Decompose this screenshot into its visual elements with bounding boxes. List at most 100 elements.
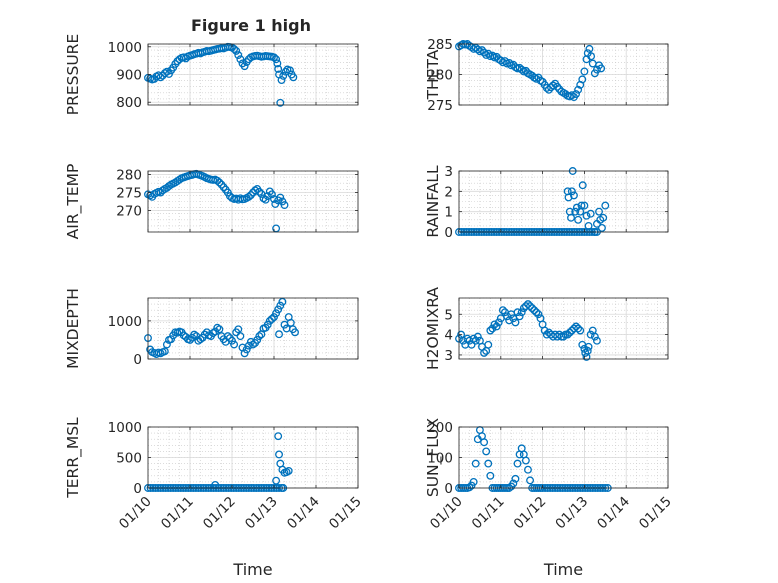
data-point (567, 213, 575, 222)
data-point (592, 336, 601, 345)
data-point (272, 309, 281, 318)
data-point (570, 191, 578, 200)
data-point (480, 438, 489, 447)
data-point (572, 90, 580, 98)
y-tick-label: 200 (427, 420, 453, 436)
data-point (284, 466, 293, 475)
data-point (526, 476, 535, 485)
y-tick-label: 4 (444, 328, 453, 344)
data-point (576, 326, 585, 335)
data-point (190, 330, 199, 339)
data-point (272, 476, 281, 485)
data-point (240, 349, 249, 358)
data-point (549, 81, 557, 90)
y-tick-label: 270 (116, 203, 142, 219)
data-point (530, 306, 539, 315)
data-point (465, 483, 474, 492)
data-point (498, 306, 507, 315)
data-point (213, 176, 222, 185)
data-point (559, 332, 568, 341)
data-point (488, 324, 497, 333)
y-tick-label: 900 (116, 68, 142, 84)
data-point (517, 308, 526, 317)
data-point (160, 347, 169, 356)
data-point (255, 332, 264, 341)
data-point (162, 340, 171, 349)
y-tick-label: 1 (444, 205, 453, 221)
data-point (587, 52, 596, 61)
y-tick-label: 3 (444, 164, 453, 180)
x-axis-label: Time (232, 560, 272, 579)
y-tick-label: 3 (444, 348, 453, 364)
y-tick-label: 800 (116, 95, 142, 111)
y-tick-label: 1000 (108, 40, 142, 56)
data-point (509, 479, 518, 488)
data-point (598, 223, 606, 232)
data-point (534, 310, 543, 319)
data-point (584, 342, 593, 351)
y-axis-label: SUN_FLUX (424, 417, 443, 497)
y-tick-label: 285 (427, 37, 453, 53)
data-point (572, 322, 580, 331)
data-point (255, 187, 264, 196)
data-point (277, 76, 286, 84)
data-point (511, 474, 520, 483)
y-tick-label: 280 (427, 68, 453, 84)
y-tick-label: 275 (116, 186, 142, 202)
data-point (601, 201, 610, 210)
data-point (263, 320, 272, 329)
data-point (524, 465, 532, 474)
x-tick-label: 01/11 (469, 494, 508, 533)
data-point (278, 297, 287, 306)
data-point (565, 328, 574, 337)
data-point (215, 325, 224, 334)
x-tick-label: 01/10 (116, 494, 155, 533)
data-point (274, 305, 283, 314)
data-point (578, 181, 587, 190)
y-tick-label: 275 (427, 98, 453, 114)
data-point (473, 45, 482, 54)
data-point (167, 335, 176, 344)
data-point (276, 193, 285, 202)
data-point (574, 85, 583, 94)
data-point (563, 330, 572, 339)
axes-box (147, 170, 359, 233)
data-point (240, 62, 249, 71)
data-point (484, 459, 493, 468)
axes-box (458, 297, 669, 360)
data-point (513, 308, 522, 317)
data-point (488, 51, 497, 60)
x-tick-label: 01/15 (636, 494, 675, 533)
data-point (567, 187, 576, 196)
data-point (501, 57, 509, 66)
x-tick-label: 01/13 (242, 494, 281, 533)
y-axis-label: THETA (424, 49, 442, 100)
y-axis-label: AIR_TEMP (64, 164, 83, 240)
data-point (236, 332, 245, 341)
data-point (490, 320, 499, 329)
data-point (592, 65, 601, 74)
data-point (526, 302, 535, 311)
data-point (574, 215, 583, 224)
data-point (486, 471, 495, 480)
y-tick-label: 1000 (108, 420, 142, 436)
data-point (580, 67, 589, 76)
data-point (473, 332, 482, 341)
x-tick-label: 01/13 (552, 494, 591, 533)
y-tick-label: 500 (116, 451, 142, 467)
x-tick-label: 01/15 (326, 494, 365, 533)
data-point (528, 304, 537, 313)
panel-mixdepth: 0 1000 MIXDEPTH (64, 288, 359, 369)
y-tick-label: 1000 (108, 314, 142, 330)
y-tick-label: 100 (427, 451, 453, 467)
y-axis-label: RAINFALL (424, 165, 442, 238)
y-tick-label: 0 (133, 352, 142, 368)
data-point (186, 335, 194, 344)
data-point (291, 328, 299, 337)
data-point (253, 335, 262, 344)
data-point (580, 201, 589, 210)
data-point (586, 209, 595, 218)
